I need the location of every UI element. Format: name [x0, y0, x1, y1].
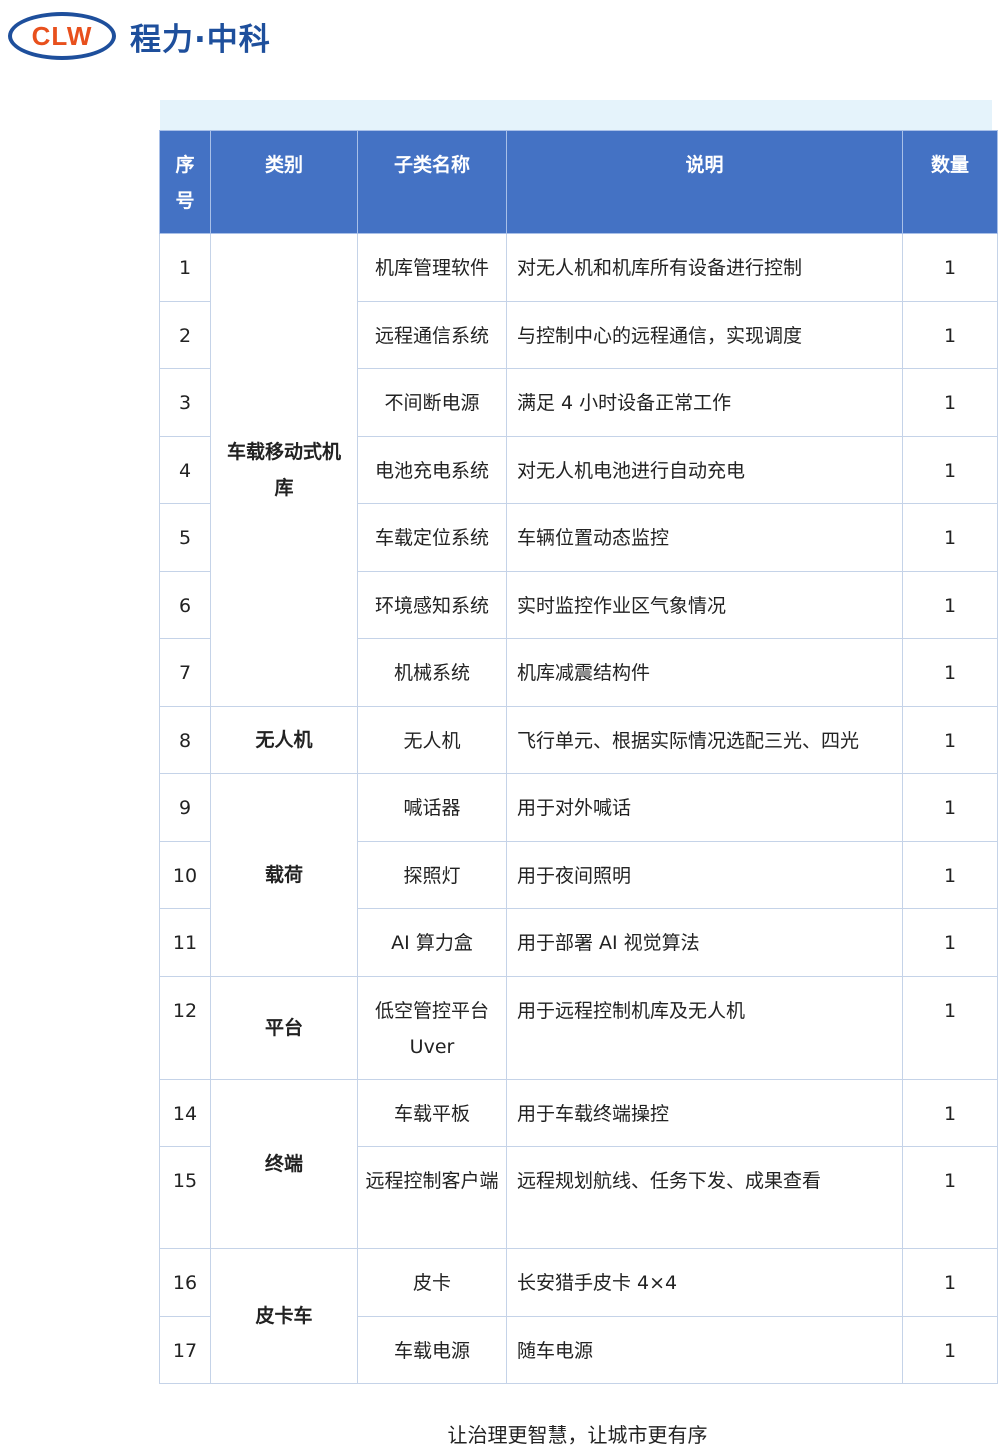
row-category: 车载移动式机库 — [210, 233, 358, 707]
row-number: 16 — [159, 1248, 211, 1317]
table-row: 10 探照灯 用于夜间照明 1 — [159, 840, 998, 909]
row-quantity: 1 — [902, 705, 998, 774]
equipment-table: 序号 类别 子类名称 说明 数量 1 车载移动式机库 机库管理软件 对无人机和机库所有… — [159, 130, 998, 1384]
row-subcategory: 机械系统 — [357, 638, 507, 707]
header-category: 类别 — [210, 130, 358, 234]
row-subcategory: 低空管控平台 Uver — [357, 975, 507, 1080]
row-description: 长安猎手皮卡 4×4 — [506, 1248, 903, 1317]
row-number: 4 — [159, 435, 211, 504]
header-no: 序号 — [159, 130, 211, 234]
row-description: 对无人机电池进行自动充电 — [506, 435, 903, 504]
table-row: 6 环境感知系统 实时监控作业区气象情况 1 — [159, 570, 998, 639]
row-quantity: 1 — [902, 1248, 998, 1317]
row-description: 实时监控作业区气象情况 — [506, 570, 903, 639]
table-row: 9 载荷 喊话器 用于对外喊话 1 — [159, 773, 998, 977]
row-number: 17 — [159, 1315, 211, 1384]
row-quantity: 1 — [902, 300, 998, 369]
table-row: 14 终端 车载平板 用于车载终端操控 1 — [159, 1078, 998, 1249]
row-number: 12 — [159, 975, 211, 1080]
row-quantity: 1 — [902, 1146, 998, 1249]
company-logo: CLW 程力·中科 — [8, 12, 271, 60]
table-row: 7 机械系统 机库减震结构件 1 — [159, 638, 998, 707]
row-category: 平台 — [210, 975, 358, 1080]
row-quantity: 1 — [902, 368, 998, 437]
row-subcategory: 远程通信系统 — [357, 300, 507, 369]
row-number: 3 — [159, 368, 211, 437]
table-row: 11 AI 算力盒 用于部署 AI 视觉算法 1 — [159, 908, 998, 977]
row-quantity: 1 — [902, 638, 998, 707]
row-number: 9 — [159, 773, 211, 842]
row-quantity: 1 — [902, 773, 998, 842]
slogan: 让治理更智慧，让城市更有序 — [447, 1423, 708, 1447]
row-description: 车辆位置动态监控 — [506, 503, 903, 572]
header-description: 说明 — [506, 130, 903, 234]
row-number: 6 — [159, 570, 211, 639]
table-row: 17 车载电源 随车电源 1 — [159, 1315, 998, 1384]
row-quantity: 1 — [902, 1315, 998, 1384]
row-subcategory: 喊话器 — [357, 773, 507, 842]
row-subcategory: 无人机 — [357, 705, 507, 774]
row-description: 用于部署 AI 视觉算法 — [506, 908, 903, 977]
clw-logo-mark: CLW — [8, 12, 116, 60]
row-description: 用于车载终端操控 — [506, 1078, 903, 1147]
row-description: 与控制中心的远程通信，实现调度 — [506, 300, 903, 369]
row-category: 无人机 — [210, 705, 358, 774]
row-description: 随车电源 — [506, 1315, 903, 1384]
row-description: 机库减震结构件 — [506, 638, 903, 707]
row-subcategory: 皮卡 — [357, 1248, 507, 1317]
row-number: 2 — [159, 300, 211, 369]
row-description: 用于远程控制机库及无人机 — [506, 975, 903, 1080]
table-row: 4 电池充电系统 对无人机电池进行自动充电 1 — [159, 435, 998, 504]
table-row: 16 皮卡车 皮卡 长安猎手皮卡 4×4 1 — [159, 1248, 998, 1384]
row-description: 用于对外喊话 — [506, 773, 903, 842]
table-row: 2 远程通信系统 与控制中心的远程通信，实现调度 1 — [159, 300, 998, 369]
row-category: 皮卡车 — [210, 1248, 358, 1384]
row-description: 远程规划航线、任务下发、成果查看 — [506, 1146, 903, 1249]
table-row: 8 无人机 无人机 飞行单元、根据实际情况选配三光、四光 1 — [159, 705, 998, 774]
header-quantity: 数量 — [902, 130, 998, 234]
row-quantity: 1 — [902, 435, 998, 504]
row-quantity: 1 — [902, 1078, 998, 1147]
header-subcategory: 子类名称 — [357, 130, 507, 234]
row-subcategory: 车载平板 — [357, 1078, 507, 1147]
row-category: 终端 — [210, 1078, 358, 1249]
row-number: 8 — [159, 705, 211, 774]
row-quantity: 1 — [902, 503, 998, 572]
row-number: 1 — [159, 233, 211, 302]
row-number: 11 — [159, 908, 211, 977]
table-row: 15 远程控制客户端 远程规划航线、任务下发、成果查看 1 — [159, 1146, 998, 1249]
row-subcategory: 车载电源 — [357, 1315, 507, 1384]
row-number: 15 — [159, 1146, 211, 1249]
row-number: 14 — [159, 1078, 211, 1147]
row-subcategory: 电池充电系统 — [357, 435, 507, 504]
row-quantity: 1 — [902, 975, 998, 1080]
row-description: 对无人机和机库所有设备进行控制 — [506, 233, 903, 302]
row-description: 飞行单元、根据实际情况选配三光、四光 — [506, 705, 903, 774]
table-row: 1 车载移动式机库 机库管理软件 对无人机和机库所有设备进行控制 1 — [159, 233, 998, 707]
row-quantity: 1 — [902, 233, 998, 302]
row-category: 载荷 — [210, 773, 358, 977]
table-row: 5 车载定位系统 车辆位置动态监控 1 — [159, 503, 998, 572]
row-subcategory: 环境感知系统 — [357, 570, 507, 639]
row-subcategory: 探照灯 — [357, 840, 507, 909]
row-number: 7 — [159, 638, 211, 707]
row-quantity: 1 — [902, 908, 998, 977]
row-description: 用于夜间照明 — [506, 840, 903, 909]
row-quantity: 1 — [902, 840, 998, 909]
table-row: 12 平台 低空管控平台 Uver 用于远程控制机库及无人机 1 — [159, 975, 998, 1080]
row-subcategory: 机库管理软件 — [357, 233, 507, 302]
table-caption-strip — [160, 100, 992, 130]
table-row: 3 不间断电源 满足 4 小时设备正常工作 1 — [159, 368, 998, 437]
row-subcategory: 远程控制客户端 — [357, 1146, 507, 1249]
row-description: 满足 4 小时设备正常工作 — [506, 368, 903, 437]
company-name: 程力·中科 — [130, 21, 271, 58]
row-number: 10 — [159, 840, 211, 909]
row-subcategory: AI 算力盒 — [357, 908, 507, 977]
row-quantity: 1 — [902, 570, 998, 639]
row-number: 5 — [159, 503, 211, 572]
row-subcategory: 车载定位系统 — [357, 503, 507, 572]
row-subcategory: 不间断电源 — [357, 368, 507, 437]
